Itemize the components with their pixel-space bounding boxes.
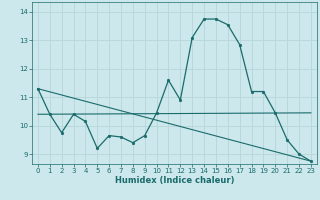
X-axis label: Humidex (Indice chaleur): Humidex (Indice chaleur) — [115, 176, 234, 185]
